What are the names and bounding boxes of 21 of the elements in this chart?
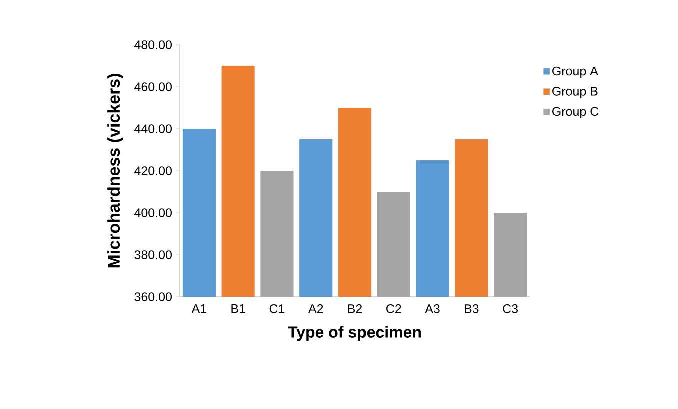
- x-tick-label: C2: [386, 304, 402, 314]
- x-tick-label: A3: [425, 304, 440, 314]
- y-tick-label: 480.00: [134, 40, 172, 50]
- y-tick-label: 460.00: [134, 82, 172, 92]
- legend-label: Group C: [552, 107, 599, 119]
- y-axis-title: Microhardness (vickers): [108, 74, 124, 268]
- legend-label: Group B: [552, 87, 598, 98]
- y-tick-label: 420.00: [134, 166, 172, 176]
- x-tick-label: A2: [308, 304, 324, 314]
- y-tick-label: 440.00: [134, 124, 172, 134]
- y-tick-label: 400.00: [134, 208, 172, 218]
- x-tick-label: C1: [270, 304, 285, 314]
- x-tick-label: B2: [348, 304, 362, 314]
- x-tick-label: A1: [192, 304, 206, 314]
- y-tick-label: 380.00: [134, 250, 172, 260]
- x-axis-title: Type of specimen: [288, 326, 421, 342]
- legend-label: Group A: [552, 66, 598, 78]
- x-tick-label: B3: [465, 304, 479, 314]
- y-tick-label: 360.00: [134, 292, 172, 302]
- x-tick-label: C3: [503, 304, 518, 314]
- x-tick-label: B1: [232, 304, 246, 314]
